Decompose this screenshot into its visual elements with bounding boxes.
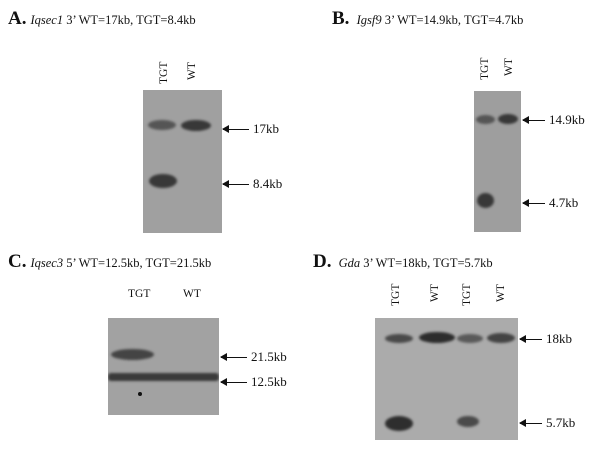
panel-a-band-tgt-8.4kb (149, 174, 177, 188)
panel-a-desc: 3’ WT=17kb, TGT=8.4kb (66, 13, 196, 27)
panel-b-desc: 3’ WT=14.9kb, TGT=4.7kb (384, 13, 524, 27)
panel-c-gene: Iqsec3 (30, 256, 64, 270)
panel-c-blot (108, 318, 219, 415)
panel-d-band-wt2-18kb (487, 333, 515, 343)
panel-a-blot (143, 90, 222, 233)
panel-d-blot (375, 318, 518, 440)
panel-d-lane-2: WT (429, 284, 441, 302)
panel-b-title: B. Igsf9 3’ WT=14.9kb, TGT=4.7kb (332, 8, 523, 30)
panel-a-band-wt-17kb (181, 120, 211, 131)
panel-b-band-tgt-upper (476, 115, 495, 124)
panel-b-band-tgt-4.7kb (477, 193, 494, 208)
panel-b-band-wt-14.9kb (498, 114, 518, 124)
panel-d-desc: 3’ WT=18kb, TGT=5.7kb (363, 256, 493, 270)
panel-d-gene: Gda (338, 256, 361, 270)
panel-d-title: D. Gda 3’ WT=18kb, TGT=5.7kb (313, 251, 493, 273)
panel-b-blot (474, 91, 521, 232)
panel-d-band-tgt2-5.7kb (457, 416, 479, 427)
panel-d-band-wt1-18kb (419, 332, 455, 343)
panel-d-band-tgt1-18kb (385, 334, 413, 343)
panel-d-letter: D. (313, 251, 332, 272)
panel-d-marker-18kb: 18kb (519, 331, 572, 347)
panel-c-letter: C. (8, 251, 27, 272)
panel-b-lane-1: TGT (479, 57, 491, 80)
panel-c-marker-21.5kb: 21.5kb (220, 349, 287, 365)
panel-a-lane-2: WT (186, 62, 198, 80)
panel-c-desc: 5’ WT=12.5kb, TGT=21.5kb (66, 256, 212, 270)
panel-c-lane-2: WT (183, 288, 201, 300)
panel-a-gene: Iqsec1 (30, 13, 64, 27)
panel-c-title: C. Iqsec3 5’ WT=12.5kb, TGT=21.5kb (8, 251, 211, 273)
panel-c-lane-1: TGT (128, 288, 151, 300)
panel-c-marker-12.5kb: 12.5kb (220, 374, 287, 390)
panel-b-lane-2: WT (503, 58, 515, 76)
panel-a-marker-17kb: 17kb (222, 121, 279, 137)
panel-d-band-tgt1-5.7kb (385, 416, 413, 431)
panel-b-marker-14.9kb: 14.9kb (522, 112, 585, 128)
panel-a-title: A. Iqsec1 3’ WT=17kb, TGT=8.4kb (8, 8, 196, 30)
panel-d-lane-1: TGT (390, 283, 402, 306)
panel-a-marker-8.4kb: 8.4kb (222, 176, 282, 192)
panel-d-marker-5.7kb: 5.7kb (519, 415, 575, 431)
panel-c-speck (138, 392, 142, 396)
panel-c-band-tgt-21.5kb (111, 349, 154, 360)
panel-b-gene: Igsf9 (356, 13, 382, 27)
panel-a-letter: A. (8, 8, 27, 29)
panel-b-marker-4.7kb: 4.7kb (522, 195, 578, 211)
panel-d-lane-3: TGT (461, 283, 473, 306)
panel-d-band-tgt2-18kb (457, 334, 483, 343)
panel-a-lane-1: TGT (158, 61, 170, 84)
panel-b-letter: B. (332, 8, 350, 29)
panel-c-band-12.5kb (108, 373, 219, 381)
panel-d-lane-4: WT (495, 284, 507, 302)
panel-a-band-tgt-upper (148, 120, 176, 130)
